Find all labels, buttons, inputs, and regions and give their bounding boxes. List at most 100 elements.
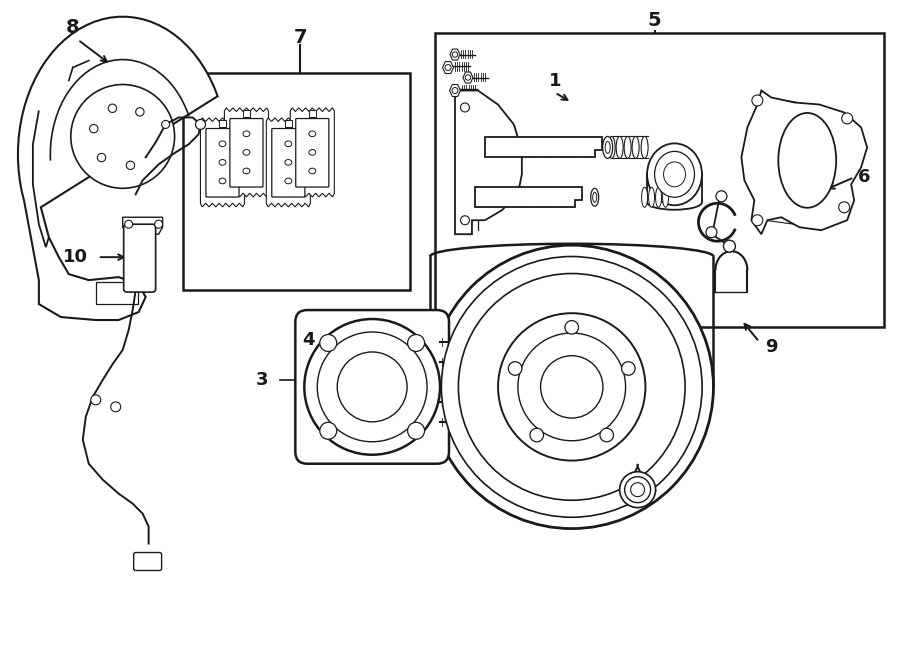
Polygon shape xyxy=(463,72,473,83)
Ellipse shape xyxy=(642,187,648,207)
Circle shape xyxy=(445,65,451,71)
FancyBboxPatch shape xyxy=(206,128,239,197)
Ellipse shape xyxy=(219,178,226,184)
Circle shape xyxy=(453,52,458,58)
Circle shape xyxy=(465,75,471,80)
Circle shape xyxy=(408,422,425,440)
Ellipse shape xyxy=(632,136,639,158)
Text: 4: 4 xyxy=(302,331,314,349)
Ellipse shape xyxy=(243,168,250,174)
Circle shape xyxy=(461,103,470,112)
Bar xyxy=(284,120,292,127)
Circle shape xyxy=(91,395,101,405)
Circle shape xyxy=(304,319,440,455)
Ellipse shape xyxy=(219,160,226,166)
Ellipse shape xyxy=(243,150,250,155)
Circle shape xyxy=(136,108,144,116)
FancyBboxPatch shape xyxy=(272,128,305,197)
Ellipse shape xyxy=(662,187,669,207)
FancyBboxPatch shape xyxy=(134,553,162,571)
Bar xyxy=(243,110,250,117)
Ellipse shape xyxy=(641,136,648,158)
Circle shape xyxy=(518,333,626,441)
Polygon shape xyxy=(291,108,334,197)
Ellipse shape xyxy=(649,187,654,207)
Ellipse shape xyxy=(647,144,702,205)
Polygon shape xyxy=(475,187,581,207)
Circle shape xyxy=(318,332,427,442)
Ellipse shape xyxy=(624,136,631,158)
FancyBboxPatch shape xyxy=(230,118,263,187)
Circle shape xyxy=(619,472,655,508)
Circle shape xyxy=(97,154,105,162)
FancyBboxPatch shape xyxy=(296,118,328,187)
Ellipse shape xyxy=(608,136,616,158)
Bar xyxy=(95,282,138,304)
Polygon shape xyxy=(742,91,867,234)
Circle shape xyxy=(458,273,685,500)
Text: 5: 5 xyxy=(648,11,662,30)
Circle shape xyxy=(600,428,614,442)
Circle shape xyxy=(452,87,458,93)
Circle shape xyxy=(162,120,169,128)
Polygon shape xyxy=(201,118,245,207)
Ellipse shape xyxy=(219,141,226,146)
Circle shape xyxy=(126,161,135,169)
Bar xyxy=(183,73,410,290)
Circle shape xyxy=(90,124,98,133)
Ellipse shape xyxy=(309,168,316,174)
Polygon shape xyxy=(224,108,268,197)
Bar xyxy=(309,110,316,117)
Circle shape xyxy=(541,355,603,418)
Circle shape xyxy=(625,477,651,502)
Ellipse shape xyxy=(593,192,597,203)
Text: 2: 2 xyxy=(632,471,644,489)
Ellipse shape xyxy=(654,152,695,197)
Circle shape xyxy=(508,361,522,375)
Ellipse shape xyxy=(285,141,292,146)
Circle shape xyxy=(498,313,645,461)
Text: 8: 8 xyxy=(66,18,79,37)
Polygon shape xyxy=(455,91,522,234)
Ellipse shape xyxy=(603,136,613,158)
Ellipse shape xyxy=(243,131,250,136)
Polygon shape xyxy=(266,118,310,207)
Circle shape xyxy=(441,256,702,517)
Circle shape xyxy=(839,202,850,213)
Circle shape xyxy=(320,422,337,440)
Circle shape xyxy=(408,334,425,352)
Polygon shape xyxy=(18,17,218,320)
FancyBboxPatch shape xyxy=(123,224,156,292)
Circle shape xyxy=(622,361,635,375)
Circle shape xyxy=(565,320,579,334)
Circle shape xyxy=(108,104,117,113)
Circle shape xyxy=(752,95,763,106)
Polygon shape xyxy=(485,138,602,158)
Circle shape xyxy=(320,334,337,352)
Ellipse shape xyxy=(655,187,661,207)
Circle shape xyxy=(752,214,763,226)
Text: 10: 10 xyxy=(63,248,88,266)
Circle shape xyxy=(338,352,407,422)
Text: 6: 6 xyxy=(858,168,870,186)
Text: 9: 9 xyxy=(765,338,778,356)
Circle shape xyxy=(155,220,163,228)
Polygon shape xyxy=(450,49,460,60)
Polygon shape xyxy=(443,62,454,73)
Bar xyxy=(219,120,226,127)
Circle shape xyxy=(842,113,852,124)
Polygon shape xyxy=(122,217,163,234)
Ellipse shape xyxy=(309,150,316,155)
FancyBboxPatch shape xyxy=(295,310,449,463)
Circle shape xyxy=(716,191,727,202)
Ellipse shape xyxy=(590,188,598,207)
Polygon shape xyxy=(449,85,461,97)
Circle shape xyxy=(631,483,644,496)
Ellipse shape xyxy=(309,131,316,136)
Circle shape xyxy=(724,240,735,252)
Circle shape xyxy=(461,216,470,224)
Circle shape xyxy=(430,245,714,528)
Circle shape xyxy=(125,220,132,228)
Text: 1: 1 xyxy=(548,71,561,89)
Circle shape xyxy=(195,119,205,130)
